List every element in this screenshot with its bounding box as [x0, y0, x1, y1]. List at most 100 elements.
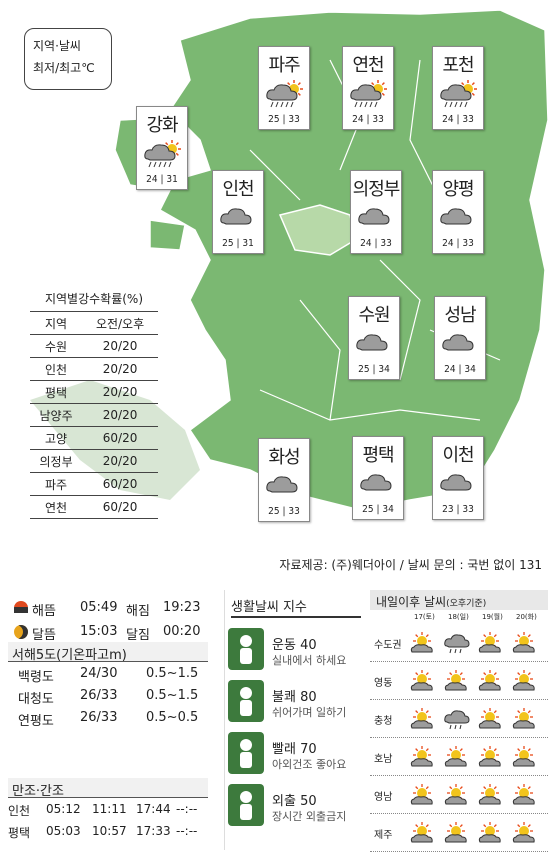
sunrise-icon [14, 601, 28, 613]
temp-high: 33 [462, 238, 474, 249]
tide-time: 11:11 [92, 802, 127, 816]
sea-temp: 26/33 [80, 688, 118, 703]
temp-high: 34 [464, 364, 476, 375]
forecast-row: 영남 [370, 778, 548, 814]
rain-region: 의정부 [30, 449, 83, 473]
sea-wave: 0.5~0.5 [146, 710, 199, 725]
table-row: 수원 20/20 [30, 334, 158, 358]
table-row: 평택 20/20 [30, 380, 158, 404]
city-이천: 이천 23 | 33 [432, 436, 484, 520]
rain-region: 수원 [30, 334, 83, 358]
sun-cloud-icon [476, 668, 504, 698]
city-temperature: 24 | 33 [352, 114, 384, 125]
tide-panel: 만조·간조 인천 05:12 11:11 17:44 --:-- 평택 05:0… [8, 778, 208, 846]
forecast-day: 17(토) [414, 613, 435, 621]
city-포천: 포천 24 | 33 [432, 46, 484, 130]
forecast-row: 영동 [370, 664, 548, 700]
life-desc: 쉬어가며 일하기 [272, 706, 347, 719]
legend-line-2: 최저/최고℃ [33, 61, 95, 75]
rain-table-title: 지역별강수확률(%) [44, 292, 144, 306]
life-value: 70 [300, 742, 317, 757]
life-value: 40 [300, 638, 317, 653]
city-화성: 화성 25 | 33 [258, 438, 310, 522]
sea-temp: 24/30 [80, 666, 118, 681]
sun-cloud-icon [510, 782, 538, 812]
sun-cloud-icon [510, 820, 538, 850]
moonrise-time: 15:03 [80, 624, 118, 639]
rain-cloud-sun-icon [433, 79, 483, 109]
forecast-day: 20(화) [516, 613, 537, 621]
life-item: 운동 40 실내에서 하세요 [228, 628, 368, 676]
cloud-icon [435, 329, 485, 359]
rain-region: 남양주 [30, 403, 83, 427]
life-item: 외출 50 장시간 외출금지 [228, 784, 368, 832]
cloud-icon [353, 469, 403, 499]
temp-high: 34 [382, 504, 394, 515]
temp-high: 34 [378, 364, 390, 375]
forecast-days: 17(토) 18(일) 19(월) 20(화) [408, 612, 548, 624]
temp-low: 24 [442, 114, 454, 125]
forecast-row: 충청 [370, 702, 548, 738]
forecast-row: 호남 [370, 740, 548, 776]
table-row: 연평도 26/33 0.5~0.5 [8, 710, 208, 732]
city-파주: 파주 25 | 33 [258, 46, 310, 130]
table-row: 연천 60/20 [30, 495, 158, 519]
table-row: 고양 60/20 [30, 426, 158, 450]
city-name: 연천 [352, 55, 384, 76]
city-name: 수원 [358, 305, 390, 326]
forecast-row: 제주 [370, 816, 548, 852]
forecast-region: 영남 [374, 792, 393, 803]
sunset-time: 19:23 [163, 600, 201, 615]
forecast-day: 19(월) [482, 613, 503, 621]
city-temperature: 24 | 31 [146, 174, 178, 185]
forecast-region: 수도권 [374, 640, 402, 651]
discomfort-icon [228, 680, 264, 722]
tide-time: --:-- [176, 824, 198, 838]
rain-value: 20/20 [82, 403, 158, 427]
temp-low: 25 [268, 506, 280, 517]
moonrise-label: 달뜸 [32, 628, 56, 643]
rain-cloud-icon [442, 630, 470, 660]
city-name: 양평 [442, 179, 474, 200]
temp-high: 33 [288, 114, 300, 125]
forecast-day: 18(일) [448, 613, 469, 621]
sun-cloud-icon [442, 782, 470, 812]
cloud-icon [259, 471, 309, 501]
rain-cloud-icon [442, 706, 470, 736]
temp-low: 24 [444, 364, 456, 375]
rain-value: 60/20 [82, 495, 158, 519]
sun-cloud-icon [408, 744, 436, 774]
city-temperature: 25 | 33 [268, 506, 300, 517]
temp-low: 24 [360, 238, 372, 249]
sun-cloud-icon [476, 820, 504, 850]
sun-moon-panel: 해뜸 05:49 해짐 19:23 달뜸 15:03 달짐 00:20 [8, 598, 208, 646]
rain-value: 20/20 [82, 380, 158, 404]
sea-location: 대청도 [18, 692, 54, 707]
sun-cloud-icon [510, 668, 538, 698]
temp-low: 24 [352, 114, 364, 125]
city-name: 평택 [362, 445, 394, 466]
cloud-icon [433, 203, 483, 233]
laundry-icon [228, 732, 264, 774]
sea-location: 연평도 [18, 714, 54, 729]
temp-high: 33 [288, 506, 300, 517]
sea-temp: 26/33 [80, 710, 118, 725]
city-temperature: 23 | 33 [442, 504, 474, 515]
city-평택: 평택 25 | 34 [352, 436, 404, 520]
temp-low: 25 [362, 504, 374, 515]
sun-cloud-icon [510, 744, 538, 774]
life-desc: 장시간 외출금지 [272, 810, 347, 823]
sun-cloud-icon [408, 668, 436, 698]
data-source: 자료제공: (주)웨더아이 / 날씨 문의 : 국번 없이 131 [279, 558, 542, 572]
moonset-label: 달짐 [126, 628, 150, 643]
city-temperature: 25 | 34 [358, 364, 390, 375]
forecast-row: 수도권 [370, 626, 548, 662]
rain-value: 60/20 [82, 472, 158, 496]
life-name: 외출 [272, 794, 296, 809]
life-name: 빨래 [272, 742, 296, 757]
cloud-icon [213, 203, 263, 233]
sun-cloud-icon [476, 630, 504, 660]
city-temperature: 24 | 33 [442, 238, 474, 249]
map-legend: 지역·날씨 최저/최고℃ [24, 28, 112, 90]
sunset-label: 해짐 [126, 604, 150, 619]
